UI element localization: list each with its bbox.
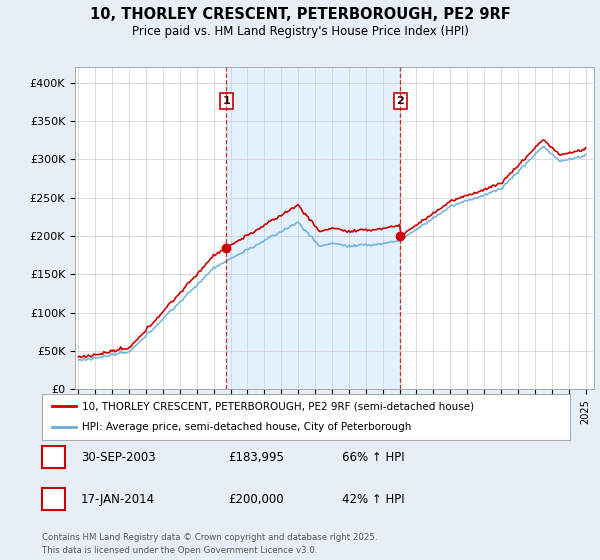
Text: Price paid vs. HM Land Registry's House Price Index (HPI): Price paid vs. HM Land Registry's House … (131, 25, 469, 38)
Text: £183,995: £183,995 (228, 451, 284, 464)
Text: 42% ↑ HPI: 42% ↑ HPI (342, 493, 404, 506)
Text: 2: 2 (397, 96, 404, 106)
Text: 17-JAN-2014: 17-JAN-2014 (81, 493, 155, 506)
Text: 2: 2 (49, 493, 58, 506)
Text: HPI: Average price, semi-detached house, City of Peterborough: HPI: Average price, semi-detached house,… (82, 422, 411, 432)
Text: 1: 1 (223, 96, 230, 106)
Text: Contains HM Land Registry data © Crown copyright and database right 2025.: Contains HM Land Registry data © Crown c… (42, 533, 377, 542)
Text: £200,000: £200,000 (228, 493, 284, 506)
Text: 66% ↑ HPI: 66% ↑ HPI (342, 451, 404, 464)
Text: 10, THORLEY CRESCENT, PETERBOROUGH, PE2 9RF (semi-detached house): 10, THORLEY CRESCENT, PETERBOROUGH, PE2 … (82, 401, 474, 411)
Text: 1: 1 (49, 451, 58, 464)
Text: This data is licensed under the Open Government Licence v3.0.: This data is licensed under the Open Gov… (42, 546, 317, 555)
Bar (226, 67, 400, 389)
Text: 30-SEP-2003: 30-SEP-2003 (81, 451, 155, 464)
Text: 10, THORLEY CRESCENT, PETERBOROUGH, PE2 9RF: 10, THORLEY CRESCENT, PETERBOROUGH, PE2 … (89, 7, 511, 22)
